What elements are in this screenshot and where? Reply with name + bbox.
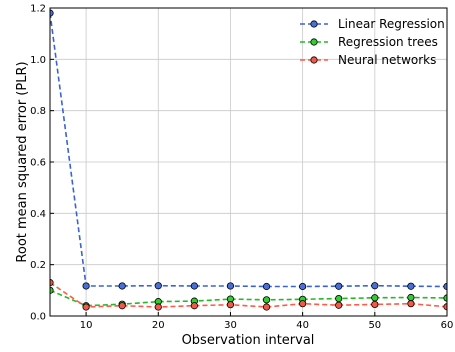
- legend-item-linear-regression: Linear Regression: [300, 17, 445, 31]
- data-point-linear-regression: [262, 282, 271, 291]
- y-tick-label: 0.6: [30, 158, 46, 169]
- x-tick-label: 20: [152, 320, 165, 331]
- data-point-linear-regression: [407, 282, 415, 290]
- data-point-linear-regression: [299, 282, 307, 291]
- series-clip-group: [50, 9, 447, 311]
- x-tick-label: 30: [224, 320, 237, 331]
- x-tick-label: 50: [368, 320, 381, 331]
- x-axis-title: Observation interval: [182, 333, 315, 348]
- data-point-linear-regression: [118, 282, 126, 290]
- data-point-linear-regression: [226, 282, 235, 290]
- data-point-regression-trees: [262, 296, 271, 304]
- y-tick-label: 1.2: [30, 4, 46, 15]
- legend-item-regression-trees: Regression trees: [300, 35, 438, 49]
- data-point-linear-regression: [190, 282, 198, 290]
- data-point-linear-regression: [82, 282, 90, 290]
- series-linear-regression: [50, 9, 447, 291]
- data-point-regression-trees: [407, 293, 415, 302]
- data-point-linear-regression: [371, 282, 379, 290]
- series-line-regression-trees: [50, 289, 447, 307]
- data-point-neural-networks: [262, 303, 271, 311]
- data-point-neural-networks: [371, 300, 379, 309]
- data-point-regression-trees: [50, 286, 54, 294]
- x-tick-label: 10: [80, 320, 93, 331]
- series-line-linear-regression: [50, 12, 447, 288]
- data-point-regression-trees: [371, 294, 379, 302]
- data-point-linear-regression: [50, 9, 54, 17]
- y-tick-label: 1.0: [30, 55, 46, 66]
- y-tick-label: 0.8: [30, 106, 46, 117]
- data-point-regression-trees: [335, 294, 343, 303]
- series-layer: [50, 9, 447, 311]
- data-point-neural-networks: [190, 302, 198, 310]
- x-tick-label: 40: [296, 320, 309, 331]
- legend: Linear Regression Regression trees Neural …: [300, 17, 445, 67]
- y-tick-label: 0.4: [30, 209, 46, 220]
- data-point-neural-networks: [118, 302, 126, 310]
- legend-label: Regression trees: [338, 35, 438, 49]
- y-tick-label: 0.2: [30, 260, 46, 271]
- y-axis-title: Root mean squared error (PLR): [15, 61, 30, 262]
- data-point-neural-networks: [154, 303, 162, 311]
- data-point-neural-networks: [226, 301, 235, 309]
- series-neural-networks: [50, 279, 447, 311]
- legend-item-neural-networks: Neural networks: [300, 53, 436, 67]
- y-tick-label: 0.0: [30, 312, 46, 323]
- data-point-neural-networks: [50, 279, 54, 287]
- data-point-neural-networks: [335, 301, 343, 309]
- ticks: 10 20 30 40 50 60 0.0 0.2 0.4 0.6 0.8 1.0 1.2: [30, 4, 453, 332]
- data-point-neural-networks: [299, 300, 307, 308]
- data-point-neural-networks: [82, 303, 90, 311]
- data-point-linear-regression: [154, 282, 162, 290]
- legend-label: Linear Regression: [338, 17, 445, 31]
- legend-label: Neural networks: [338, 53, 436, 67]
- legend-marker: [310, 56, 318, 64]
- data-point-linear-regression: [335, 282, 343, 290]
- series-line-neural-networks: [50, 281, 447, 308]
- x-tick-label: 60: [441, 320, 454, 331]
- legend-marker: [310, 20, 318, 28]
- data-point-neural-networks: [407, 300, 415, 308]
- legend-marker: [310, 38, 318, 46]
